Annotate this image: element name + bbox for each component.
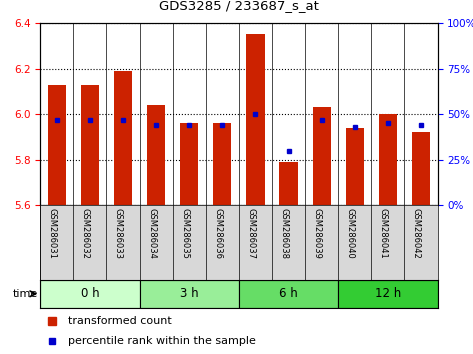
Text: GSM286033: GSM286033 xyxy=(114,207,123,258)
Text: GSM286040: GSM286040 xyxy=(346,207,355,258)
Text: GSM286039: GSM286039 xyxy=(313,207,322,258)
Bar xyxy=(280,162,298,205)
Text: time: time xyxy=(13,289,38,299)
Bar xyxy=(338,280,438,308)
Bar xyxy=(239,280,338,308)
Bar xyxy=(246,34,264,205)
Text: percentile rank within the sample: percentile rank within the sample xyxy=(68,336,256,346)
Text: transformed count: transformed count xyxy=(68,316,172,326)
Text: GSM286035: GSM286035 xyxy=(180,207,189,258)
Text: GSM286032: GSM286032 xyxy=(81,207,90,258)
Bar xyxy=(114,71,132,205)
Text: 3 h: 3 h xyxy=(180,287,199,300)
Text: 0 h: 0 h xyxy=(80,287,99,300)
Bar xyxy=(147,105,165,205)
Text: GSM286031: GSM286031 xyxy=(48,207,57,258)
Text: 12 h: 12 h xyxy=(375,287,401,300)
Bar xyxy=(412,132,430,205)
Text: GDS3285 / 233687_s_at: GDS3285 / 233687_s_at xyxy=(159,0,319,12)
Bar xyxy=(379,114,397,205)
Bar xyxy=(48,85,66,205)
Bar xyxy=(313,107,331,205)
Bar xyxy=(140,280,239,308)
Bar xyxy=(180,123,198,205)
Bar xyxy=(213,123,231,205)
Text: GSM286038: GSM286038 xyxy=(280,207,289,258)
Bar xyxy=(81,85,99,205)
Text: GSM286034: GSM286034 xyxy=(147,207,156,258)
Bar xyxy=(346,128,364,205)
Text: GSM286042: GSM286042 xyxy=(412,207,421,258)
Bar xyxy=(40,280,140,308)
Text: 6 h: 6 h xyxy=(279,287,298,300)
Text: GSM286041: GSM286041 xyxy=(379,207,388,258)
Text: GSM286037: GSM286037 xyxy=(246,207,255,258)
Text: GSM286036: GSM286036 xyxy=(213,207,222,258)
